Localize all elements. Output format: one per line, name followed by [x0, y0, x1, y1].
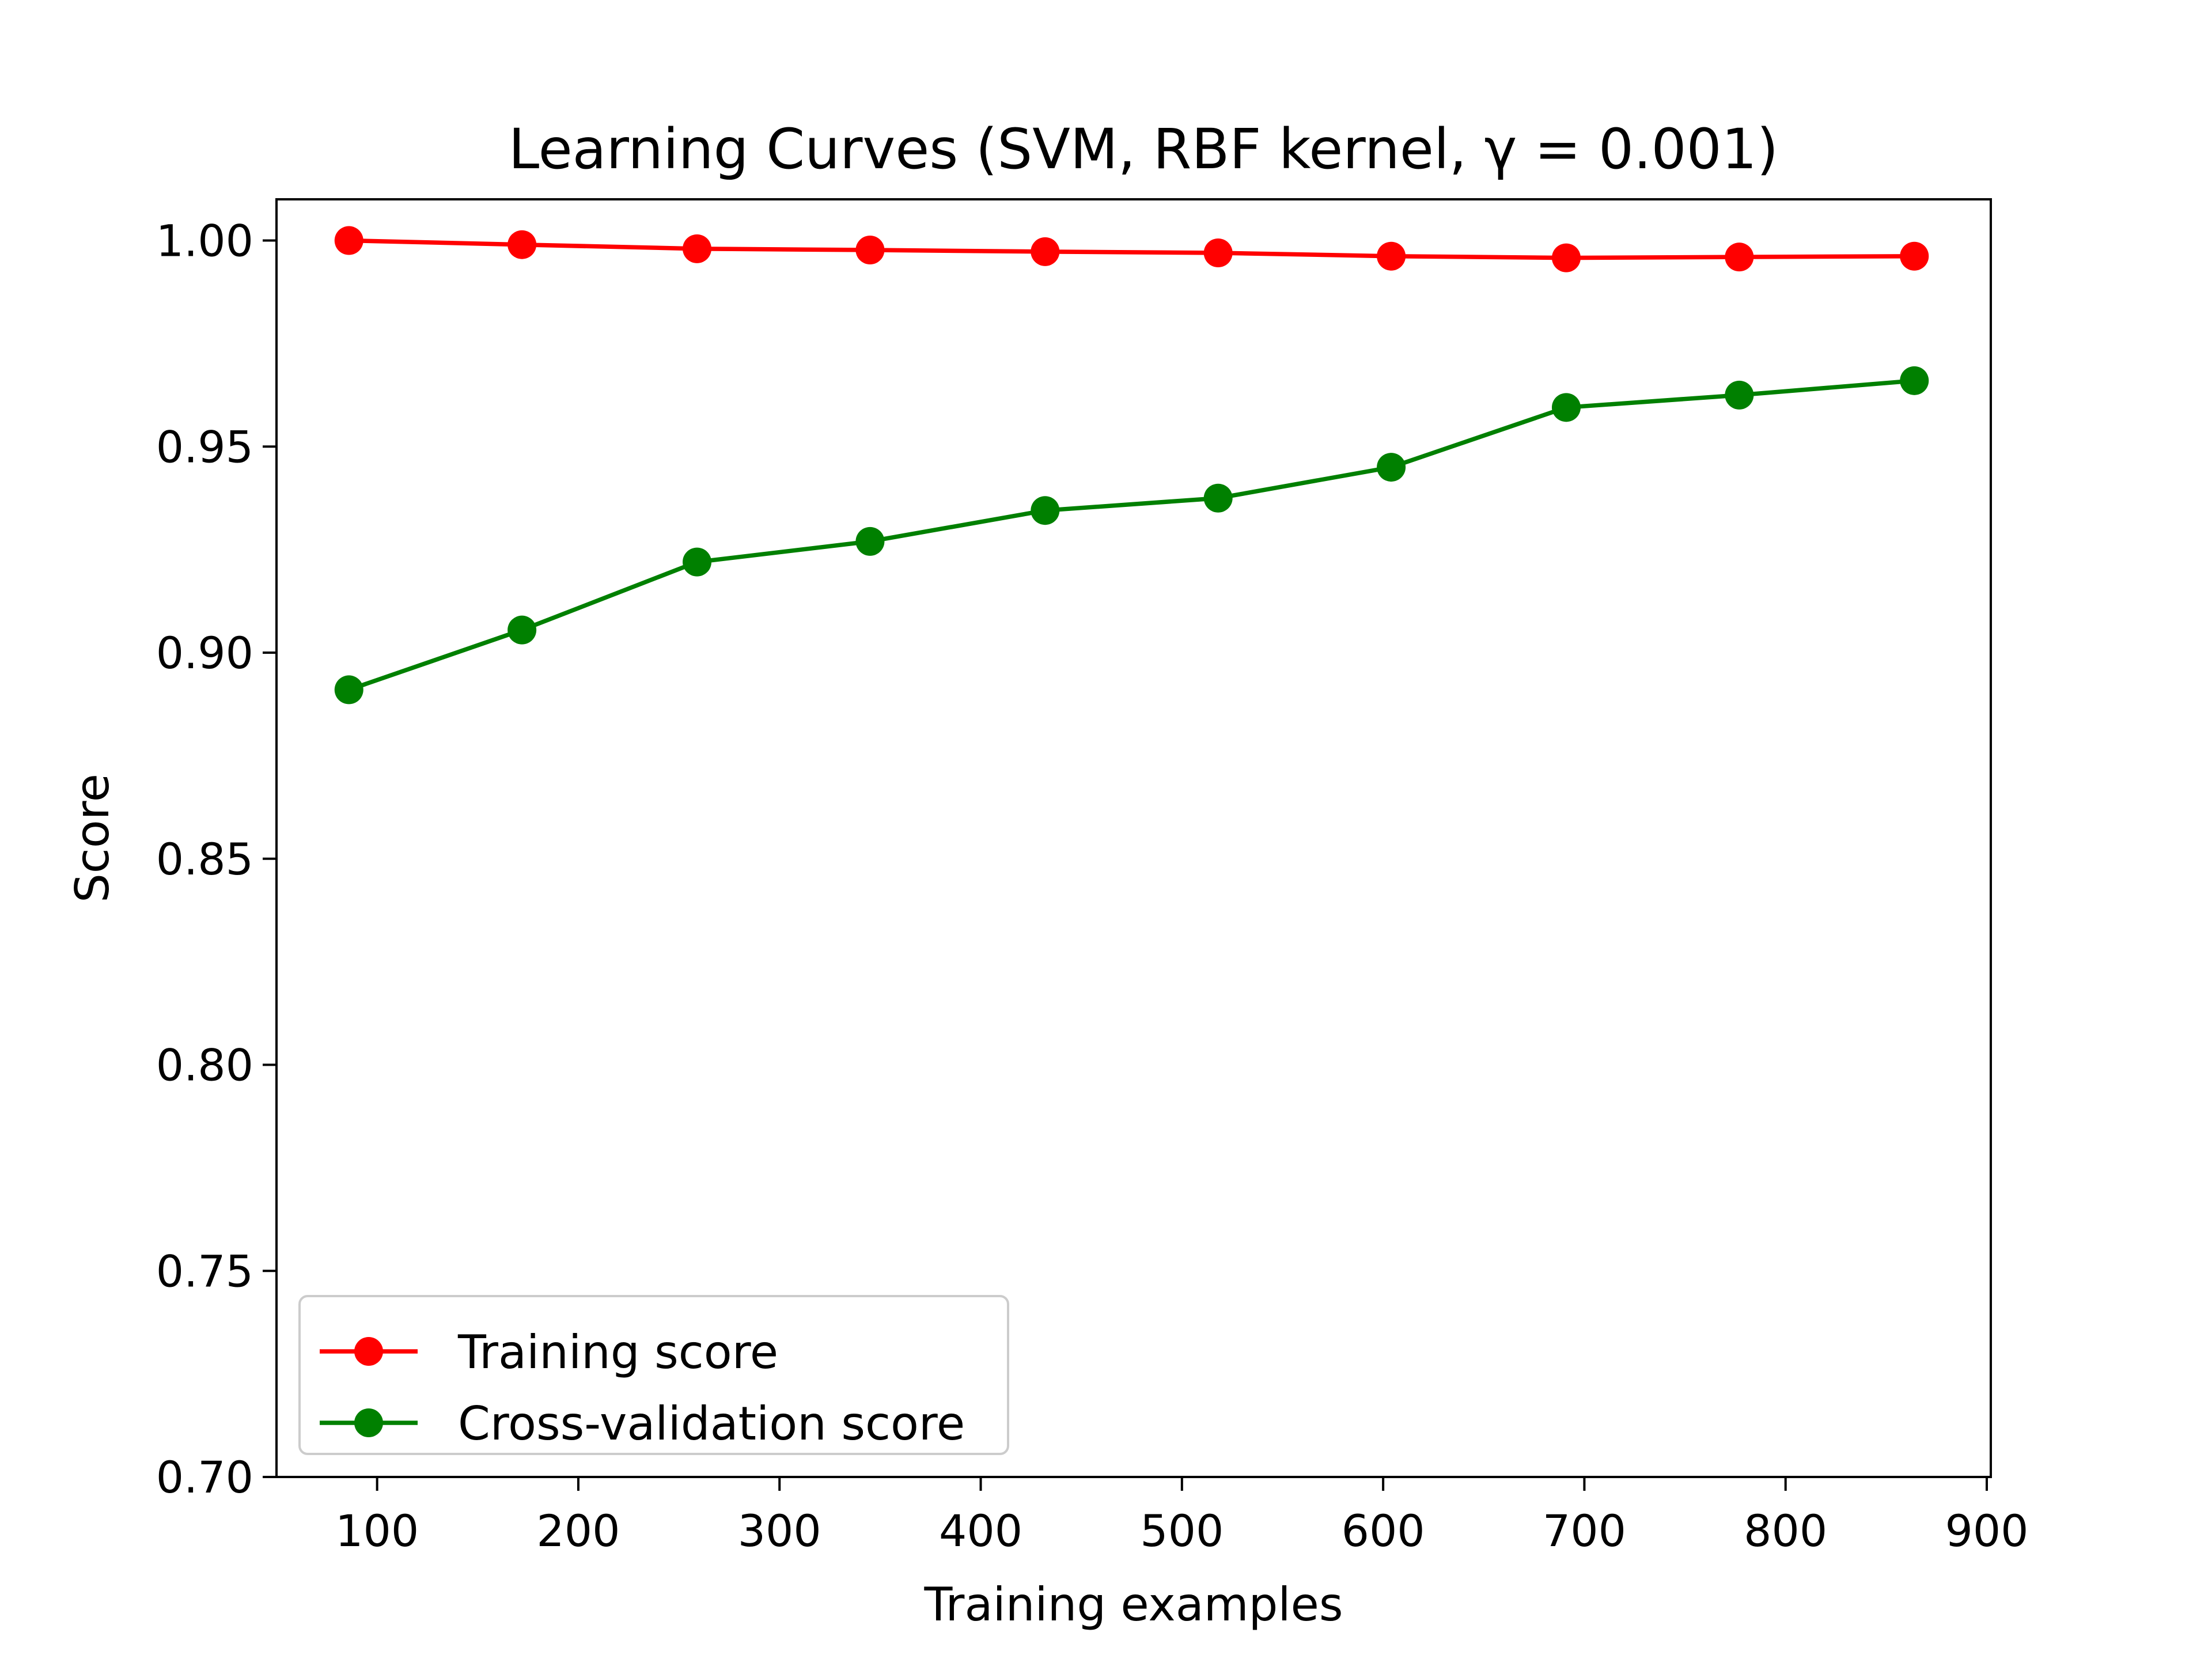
legend-box [298, 1295, 1009, 1455]
legend-label-cross-validation-score: Cross-validation score [458, 1397, 965, 1450]
cross-validation-score-point [855, 527, 885, 556]
legend-swatch-marker [354, 1337, 383, 1366]
cross-validation-score-point [1203, 483, 1233, 513]
x-axis: 100 200 300 400 500 600 700 800 900 [335, 1477, 2029, 1556]
legend: Training score Cross-validation score [298, 1295, 1009, 1455]
y-tick-label: 0.85 [156, 834, 253, 885]
x-tick-label: 900 [1945, 1505, 2028, 1556]
y-axis-label: Score [66, 774, 119, 903]
training-score-line [349, 238, 1915, 260]
y-tick-label: 0.70 [156, 1452, 253, 1503]
y-tick-label: 1.00 [156, 215, 253, 267]
cross-validation-score-point [1377, 453, 1406, 482]
y-tick-label: 0.95 [156, 421, 253, 472]
cross-validation-score-point [334, 675, 363, 704]
x-tick-label: 300 [738, 1505, 821, 1556]
axes-frame [275, 198, 1992, 1478]
cross-validation-score-point [683, 547, 712, 577]
x-tick-label: 700 [1543, 1505, 1626, 1556]
training-score-point [683, 234, 712, 263]
cross-validation-score-point [1031, 496, 1060, 525]
series-layer [334, 226, 1929, 704]
legend-swatch-marker [354, 1408, 383, 1437]
x-axis-label: Training examples [923, 1578, 1343, 1631]
cross-validation-score-line [348, 378, 1915, 692]
training-score-point [1377, 241, 1406, 271]
cross-validation-score-point [1900, 366, 1929, 395]
y-axis: 0.70 0.75 0.80 0.85 0.90 0.95 1.00 [156, 215, 276, 1503]
cross-validation-score-point [507, 615, 537, 645]
training-score-point [1203, 238, 1233, 268]
y-tick-label: 0.75 [156, 1245, 253, 1297]
training-score-point [1900, 241, 1929, 271]
training-score-point [334, 226, 363, 255]
training-score-point [1725, 243, 1754, 272]
training-score-point [1551, 243, 1581, 272]
cross-validation-score-point [1725, 380, 1754, 410]
x-tick-label: 400 [939, 1505, 1022, 1556]
training-score-point [855, 236, 885, 265]
chart-title: Learning Curves (SVM, RBF kernel, γ = 0.… [509, 117, 1778, 181]
legend-label-training-score: Training score [457, 1325, 778, 1379]
training-score-point [1031, 237, 1060, 266]
x-tick-label: 100 [335, 1505, 419, 1556]
y-tick-label: 0.90 [156, 627, 253, 679]
x-tick-label: 800 [1744, 1505, 1827, 1556]
x-tick-label: 200 [536, 1505, 620, 1556]
cross-validation-score-point [1551, 393, 1581, 422]
plot-area [275, 198, 1992, 1478]
y-tick-label: 0.80 [156, 1040, 253, 1091]
x-tick-label: 600 [1342, 1505, 1425, 1556]
training-score-point [507, 230, 537, 259]
x-tick-label: 500 [1140, 1505, 1224, 1556]
